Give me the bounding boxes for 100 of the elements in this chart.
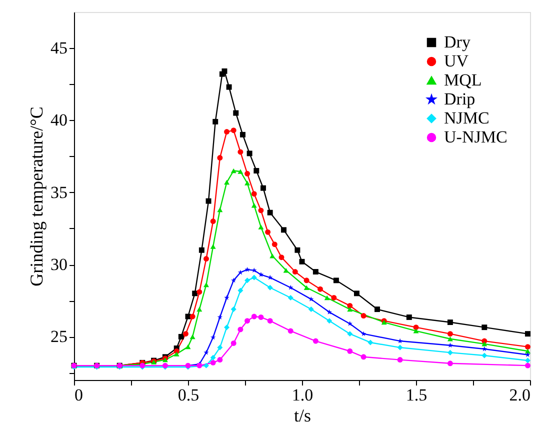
point xyxy=(258,272,264,277)
point xyxy=(238,169,244,174)
point xyxy=(482,324,488,330)
point xyxy=(244,180,250,186)
x-tick-label: 0 xyxy=(74,386,83,404)
point xyxy=(447,360,453,366)
point xyxy=(308,306,314,312)
legend-label: U-NJMC xyxy=(444,128,508,146)
point xyxy=(406,314,412,320)
point xyxy=(230,128,236,134)
point xyxy=(267,318,273,324)
point xyxy=(299,258,305,264)
point xyxy=(206,198,212,204)
point xyxy=(204,282,209,288)
point xyxy=(326,318,332,324)
point xyxy=(210,334,216,340)
point xyxy=(265,229,271,235)
point xyxy=(288,295,294,300)
point xyxy=(224,295,230,300)
point xyxy=(238,326,244,332)
point xyxy=(281,227,286,233)
x-tick-label: 2.0 xyxy=(509,386,530,404)
point xyxy=(258,314,264,320)
y-tick-label: 45 xyxy=(50,38,68,58)
point xyxy=(238,149,244,155)
point xyxy=(272,242,278,248)
point xyxy=(347,320,352,326)
point xyxy=(217,155,223,160)
point xyxy=(198,247,204,253)
point xyxy=(304,285,310,290)
point xyxy=(368,340,374,346)
point xyxy=(447,320,453,326)
point xyxy=(260,185,266,191)
point xyxy=(347,306,353,312)
point xyxy=(482,342,488,346)
point xyxy=(204,350,209,355)
legend-label: NJMC xyxy=(444,108,490,128)
point xyxy=(178,334,184,340)
point xyxy=(196,289,202,295)
point xyxy=(347,302,353,308)
point xyxy=(224,129,230,135)
point xyxy=(251,203,257,208)
point xyxy=(347,348,353,354)
point xyxy=(448,342,453,348)
legend-label: UV xyxy=(444,52,470,70)
point xyxy=(312,269,318,275)
point xyxy=(244,170,250,176)
point xyxy=(294,247,300,253)
point xyxy=(347,331,353,337)
point xyxy=(246,150,252,156)
point xyxy=(270,254,276,258)
point xyxy=(244,278,250,284)
point xyxy=(230,306,236,312)
point xyxy=(360,331,366,336)
point xyxy=(222,68,228,74)
point xyxy=(288,328,294,334)
point xyxy=(230,278,236,283)
point xyxy=(524,344,530,350)
point xyxy=(226,84,232,90)
point xyxy=(196,306,202,312)
y-tick-label: 40 xyxy=(50,110,68,130)
point xyxy=(292,269,298,274)
point xyxy=(212,118,218,124)
point xyxy=(230,168,236,174)
point xyxy=(397,357,403,363)
point xyxy=(258,208,264,214)
point xyxy=(333,278,339,284)
point xyxy=(174,352,180,356)
point xyxy=(318,286,323,292)
point xyxy=(244,318,250,324)
legend-label: Dry xyxy=(444,32,471,52)
point xyxy=(204,256,209,262)
point xyxy=(267,210,273,216)
point xyxy=(233,110,239,116)
point xyxy=(224,324,230,330)
point xyxy=(185,344,191,350)
x-tick-label: 1.5 xyxy=(406,386,428,404)
point xyxy=(182,331,188,337)
point xyxy=(331,295,337,300)
x-tick-label: 0.5 xyxy=(178,386,200,404)
point xyxy=(204,362,209,368)
point xyxy=(251,191,257,197)
point xyxy=(190,334,196,340)
point xyxy=(360,354,366,360)
point xyxy=(524,331,530,337)
point xyxy=(251,314,257,320)
point xyxy=(283,268,289,273)
point xyxy=(360,313,366,319)
point xyxy=(447,336,453,342)
point xyxy=(210,360,216,366)
legend-label: Drip xyxy=(444,90,476,108)
point xyxy=(374,306,380,312)
point xyxy=(217,314,223,320)
point xyxy=(524,362,530,368)
point xyxy=(524,358,530,364)
point xyxy=(447,350,453,356)
point xyxy=(524,348,530,354)
y-tick-label: 25 xyxy=(50,327,68,346)
point xyxy=(525,352,530,357)
point xyxy=(240,132,246,138)
